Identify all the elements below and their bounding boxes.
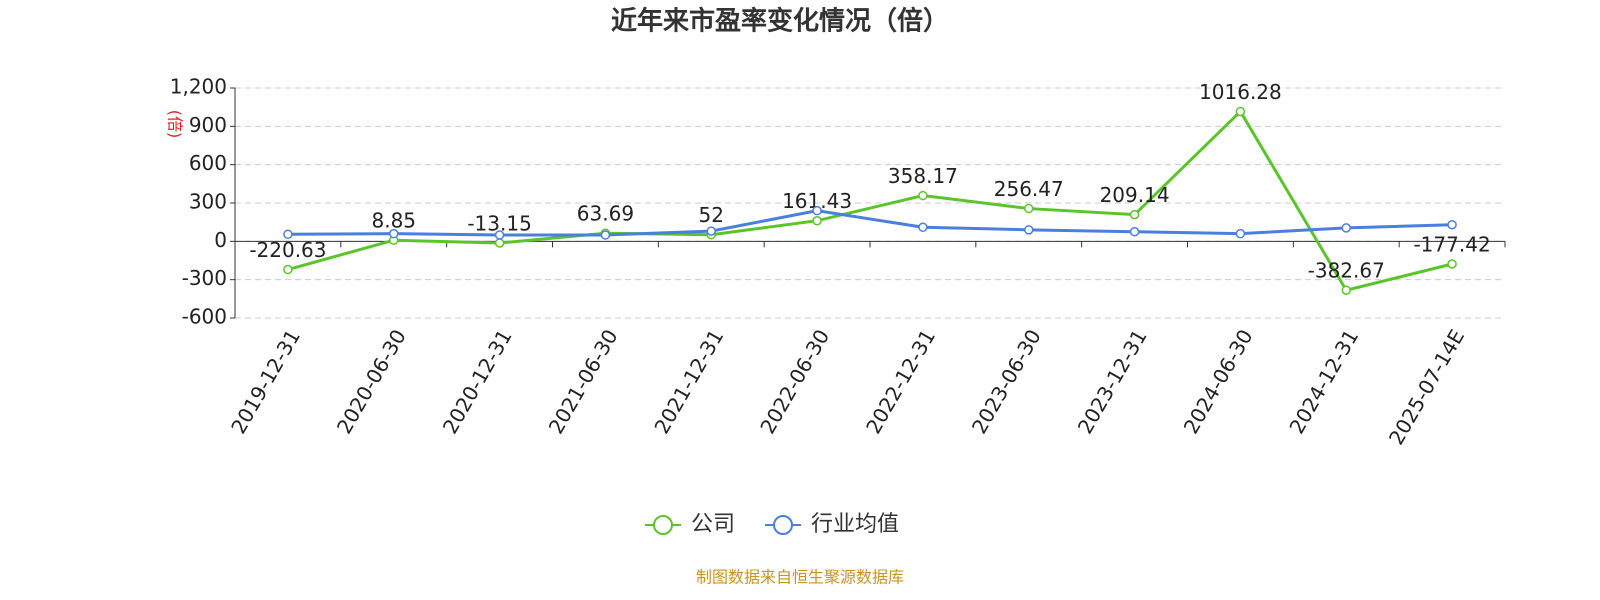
y-axis-label: (倍) <box>166 110 185 139</box>
x-tick-label: 2021-12-31 <box>649 325 728 438</box>
x-tick-label: 2019-12-31 <box>226 325 305 438</box>
point <box>918 222 928 233</box>
x-tick-label: 2021-06-30 <box>544 325 623 438</box>
y-tick-label: 600 <box>189 151 227 175</box>
x-tick-label: 2022-06-30 <box>755 325 834 438</box>
data-label: 256.47 <box>994 177 1064 201</box>
point <box>600 230 611 240</box>
point <box>918 190 928 201</box>
point <box>812 205 822 216</box>
x-tick-label: 2020-12-31 <box>438 325 517 438</box>
point <box>1447 259 1457 269</box>
x-tick-label: 2023-12-31 <box>1073 325 1152 438</box>
point <box>1447 219 1457 230</box>
y-tick-label: 1,200 <box>170 75 227 99</box>
point <box>1235 228 1246 239</box>
series-line <box>287 109 1453 292</box>
x-tick-label: 2024-12-31 <box>1284 325 1363 438</box>
point <box>389 228 399 239</box>
point <box>1341 223 1351 233</box>
point <box>1024 203 1034 214</box>
y-tick-label: 300 <box>189 190 227 214</box>
point <box>494 238 505 248</box>
point <box>283 229 293 240</box>
point <box>812 215 822 226</box>
x-tick-label: 2020-06-30 <box>332 325 411 438</box>
source-note: 制图数据来自恒生聚源数据库 <box>696 568 904 587</box>
legend-label: 行业均值 <box>811 512 899 537</box>
point <box>1129 227 1140 237</box>
point <box>1024 225 1034 235</box>
data-label: 63.69 <box>577 202 634 226</box>
legend-label: 公司 <box>691 512 735 537</box>
data-label: 209.14 <box>1100 183 1170 207</box>
point <box>1235 106 1246 117</box>
data-label: -177.42 <box>1413 233 1490 257</box>
data-label: 358.17 <box>888 164 958 188</box>
y-tick-label: -600 <box>182 305 227 329</box>
data-label: 8.85 <box>371 209 416 233</box>
x-tick-label: 2025-07-14E <box>1384 325 1469 449</box>
y-tick-label: -300 <box>182 266 227 290</box>
y-tick-label: 900 <box>189 113 227 137</box>
x-tick-label: 2023-06-30 <box>967 325 1046 438</box>
data-label: -220.63 <box>249 238 326 262</box>
legend-marker <box>773 515 794 535</box>
point <box>1129 209 1140 220</box>
data-label: 1016.28 <box>1199 80 1282 104</box>
data-label: 52 <box>699 203 724 227</box>
point <box>494 230 505 240</box>
point <box>283 264 293 275</box>
x-tick-label: 2024-06-30 <box>1179 325 1258 438</box>
x-tick-label: 2022-12-31 <box>861 325 940 438</box>
point <box>706 226 716 236</box>
point <box>1341 285 1351 295</box>
y-tick-label: 0 <box>214 228 227 252</box>
legend-marker <box>653 515 673 535</box>
data-label: -382.67 <box>1308 259 1385 283</box>
series-line <box>287 209 1453 237</box>
chart-title: 近年来市盈率变化情况（倍） <box>611 6 949 37</box>
